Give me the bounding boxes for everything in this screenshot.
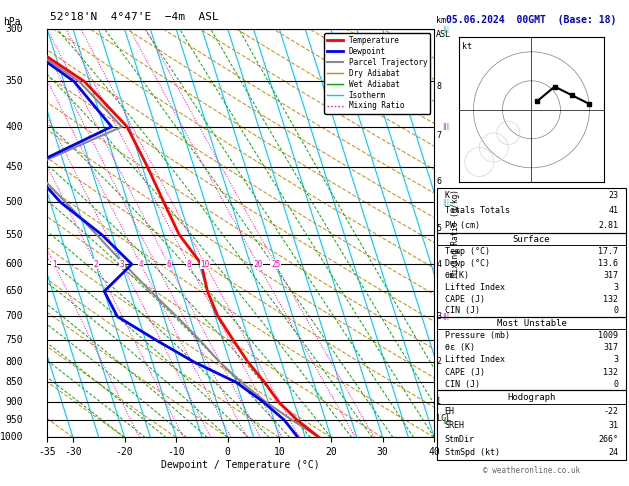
Text: 800: 800	[6, 357, 23, 367]
Text: 0: 0	[613, 380, 618, 389]
Text: 1009: 1009	[598, 331, 618, 340]
Text: 2: 2	[436, 357, 441, 366]
Text: 3: 3	[613, 355, 618, 364]
Text: 1: 1	[52, 260, 57, 269]
Text: ASL: ASL	[436, 30, 451, 39]
Text: StmDir: StmDir	[445, 434, 475, 444]
Text: 8: 8	[187, 260, 191, 269]
Text: LCL: LCL	[436, 414, 451, 423]
Text: Lifted Index: Lifted Index	[445, 355, 504, 364]
Text: 1: 1	[436, 397, 441, 406]
Text: Lifted Index: Lifted Index	[445, 282, 504, 292]
Text: 450: 450	[6, 162, 23, 172]
Text: 3: 3	[613, 282, 618, 292]
Text: 266°: 266°	[598, 434, 618, 444]
Text: -22: -22	[603, 407, 618, 416]
Text: |||: |||	[442, 417, 449, 423]
Text: EH: EH	[445, 407, 455, 416]
Text: |||: |||	[442, 123, 449, 130]
Text: CAPE (J): CAPE (J)	[445, 295, 484, 304]
Text: 6: 6	[436, 177, 441, 186]
Text: Temp (°C): Temp (°C)	[445, 247, 489, 256]
Text: StmSpd (kt): StmSpd (kt)	[445, 449, 499, 457]
Text: Totals Totals: Totals Totals	[445, 207, 509, 215]
Text: CIN (J): CIN (J)	[445, 307, 480, 315]
Text: 25: 25	[271, 260, 280, 269]
Text: |||: |||	[442, 313, 449, 320]
Text: 132: 132	[603, 295, 618, 304]
Text: 300: 300	[6, 24, 23, 34]
Text: 2: 2	[94, 260, 98, 269]
Text: hPa: hPa	[3, 17, 21, 27]
Text: 5: 5	[436, 224, 441, 233]
Text: 05.06.2024  00GMT  (Base: 18): 05.06.2024 00GMT (Base: 18)	[446, 15, 616, 25]
Legend: Temperature, Dewpoint, Parcel Trajectory, Dry Adiabat, Wet Adiabat, Isotherm, Mi: Temperature, Dewpoint, Parcel Trajectory…	[324, 33, 430, 114]
Text: 750: 750	[6, 335, 23, 345]
Text: 41: 41	[608, 207, 618, 215]
Text: SREH: SREH	[445, 421, 465, 430]
Text: 20: 20	[253, 260, 262, 269]
X-axis label: Dewpoint / Temperature (°C): Dewpoint / Temperature (°C)	[162, 460, 320, 470]
Text: 132: 132	[603, 367, 618, 377]
Text: |||: |||	[442, 26, 449, 33]
Text: CIN (J): CIN (J)	[445, 380, 480, 389]
Text: 17.7: 17.7	[598, 247, 618, 256]
Text: 4: 4	[436, 260, 441, 269]
Text: 900: 900	[6, 397, 23, 407]
Text: 317: 317	[603, 271, 618, 279]
Text: 550: 550	[6, 230, 23, 240]
Text: CAPE (J): CAPE (J)	[445, 367, 484, 377]
Text: PW (cm): PW (cm)	[445, 221, 480, 230]
Text: 52°18'N  4°47'E  −4m  ASL: 52°18'N 4°47'E −4m ASL	[50, 12, 219, 22]
Text: © weatheronline.co.uk: © weatheronline.co.uk	[483, 466, 580, 475]
Text: 0: 0	[613, 307, 618, 315]
Text: 7: 7	[436, 131, 441, 139]
Text: 6: 6	[166, 260, 171, 269]
Text: 23: 23	[608, 191, 618, 200]
Text: Pressure (mb): Pressure (mb)	[445, 331, 509, 340]
Text: km: km	[436, 16, 446, 25]
Text: 700: 700	[6, 312, 23, 321]
Text: |||: |||	[442, 199, 449, 206]
Text: 600: 600	[6, 259, 23, 269]
Text: 24: 24	[608, 449, 618, 457]
Text: Surface: Surface	[513, 235, 550, 244]
Text: θε(K): θε(K)	[445, 271, 470, 279]
Text: K: K	[445, 191, 450, 200]
Text: 8: 8	[436, 82, 441, 91]
Text: 2.81: 2.81	[598, 221, 618, 230]
Text: 850: 850	[6, 377, 23, 387]
Text: Most Unstable: Most Unstable	[496, 319, 566, 328]
Text: 650: 650	[6, 286, 23, 296]
Text: 400: 400	[6, 122, 23, 132]
Text: Mixing Ratio (g/kg): Mixing Ratio (g/kg)	[451, 190, 460, 277]
Text: 3: 3	[120, 260, 124, 269]
Text: θε (K): θε (K)	[445, 343, 475, 352]
Text: 10: 10	[201, 260, 210, 269]
Text: 3: 3	[436, 312, 441, 321]
Text: Dewp (°C): Dewp (°C)	[445, 259, 489, 268]
Text: 317: 317	[603, 343, 618, 352]
Text: 13.6: 13.6	[598, 259, 618, 268]
Text: 950: 950	[6, 415, 23, 425]
Text: 350: 350	[6, 76, 23, 87]
Text: 1000: 1000	[0, 433, 23, 442]
Text: 4: 4	[138, 260, 143, 269]
Text: Hodograph: Hodograph	[507, 393, 555, 402]
Text: 500: 500	[6, 197, 23, 208]
Text: 31: 31	[608, 421, 618, 430]
